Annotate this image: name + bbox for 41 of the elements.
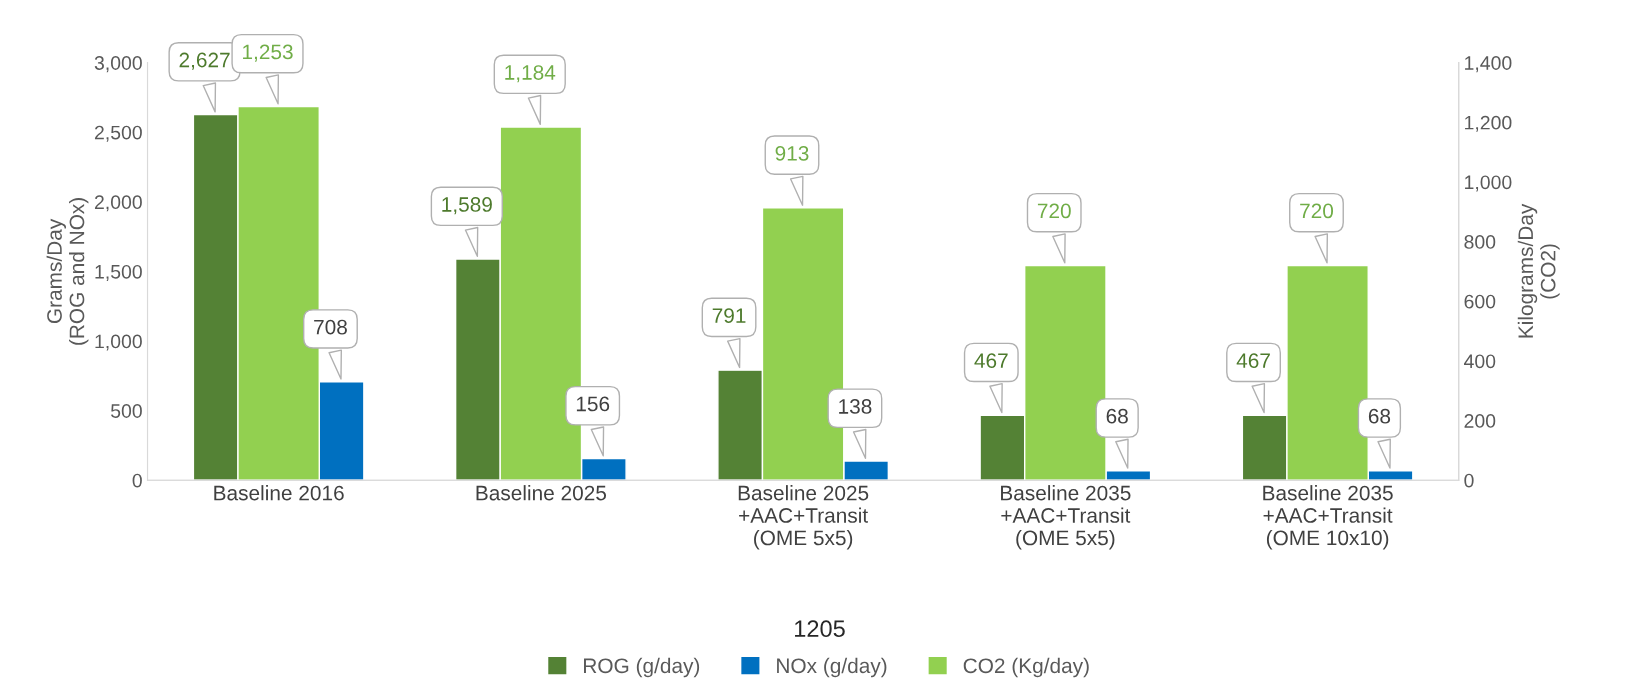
y2-tick-label: 0 xyxy=(1464,473,1474,488)
data-label: 708 xyxy=(314,319,347,335)
y-tick-label: 1,500 xyxy=(95,264,142,281)
y2-axis-title: Kilograms/Day (CO2) xyxy=(1517,203,1560,338)
y-axis-title: Grams/Day (ROG and NOx) xyxy=(46,198,89,345)
y2-tick-label: 600 xyxy=(1464,294,1496,309)
data-label: 467 xyxy=(974,353,1008,369)
y-tick-label: 1,000 xyxy=(95,334,142,351)
y2-tick-label: 400 xyxy=(1464,354,1496,369)
data-label: 720 xyxy=(1300,203,1334,219)
data-label: 1,253 xyxy=(243,44,293,62)
data-label: 138 xyxy=(839,399,872,414)
legend-label: NOx (g/day) xyxy=(777,657,887,678)
data-label: 156 xyxy=(576,396,610,412)
data-label: 467 xyxy=(1236,353,1270,369)
data-label: 2,627 xyxy=(179,52,230,70)
legend-label: ROG (g/day) xyxy=(584,657,700,678)
y2-tick-label: 200 xyxy=(1464,414,1496,428)
data-label: 68 xyxy=(1106,408,1128,424)
y2-tick-label: 1,200 xyxy=(1465,115,1512,132)
x-tick-label: Baseline 2016 xyxy=(214,485,344,501)
y2-tick-label: 1,400 xyxy=(1465,56,1512,73)
x-tick-label: Baseline 2035 +AAC+Transit (OME 10x10) xyxy=(1263,485,1393,550)
y-tick-label: 0 xyxy=(132,473,142,488)
data-label: 68 xyxy=(1368,408,1391,424)
y2-tick-label: 1,000 xyxy=(1465,175,1512,192)
data-label: 1,589 xyxy=(442,197,492,215)
text: 1205 xyxy=(795,620,845,638)
data-label: 791 xyxy=(712,308,746,323)
y-tick-label: 2,500 xyxy=(94,125,142,142)
x-tick-label: Baseline 2025 +AAC+Transit (OME 5x5) xyxy=(738,485,869,550)
y-tick-label: 3,000 xyxy=(94,56,142,73)
legend-label: CO2 (Kg/day) xyxy=(963,657,1089,678)
y-tick-label: 2,000 xyxy=(94,195,142,212)
data-label: 913 xyxy=(775,145,809,161)
x-tick-label: Baseline 2025 xyxy=(476,485,607,501)
data-label: 720 xyxy=(1037,203,1071,219)
y2-tick-label: 800 xyxy=(1464,235,1496,249)
x-tick-label: Baseline 2035 +AAC+Transit (OME 5x5) xyxy=(1001,485,1131,550)
y-tick-label: 500 xyxy=(110,404,142,418)
data-label: 1,184 xyxy=(505,65,556,83)
